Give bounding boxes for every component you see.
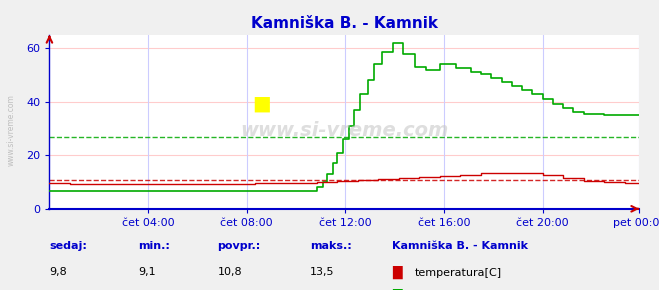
- Text: temperatura[C]: temperatura[C]: [415, 267, 502, 278]
- Text: www.si-vreme.com: www.si-vreme.com: [240, 121, 449, 140]
- Text: ▪: ▪: [252, 90, 272, 119]
- Text: min.:: min.:: [138, 241, 170, 251]
- Text: █: █: [392, 289, 402, 290]
- Text: www.si-vreme.com: www.si-vreme.com: [7, 95, 16, 166]
- Text: povpr.:: povpr.:: [217, 241, 261, 251]
- Text: 13,5: 13,5: [310, 267, 334, 278]
- Title: Kamniška B. - Kamnik: Kamniška B. - Kamnik: [251, 16, 438, 31]
- Text: maks.:: maks.:: [310, 241, 351, 251]
- Text: Kamniška B. - Kamnik: Kamniška B. - Kamnik: [392, 241, 528, 251]
- Text: 10,8: 10,8: [217, 267, 242, 278]
- Text: sedaj:: sedaj:: [49, 241, 87, 251]
- Text: █: █: [392, 266, 402, 279]
- Text: 9,8: 9,8: [49, 267, 67, 278]
- Text: 9,1: 9,1: [138, 267, 156, 278]
